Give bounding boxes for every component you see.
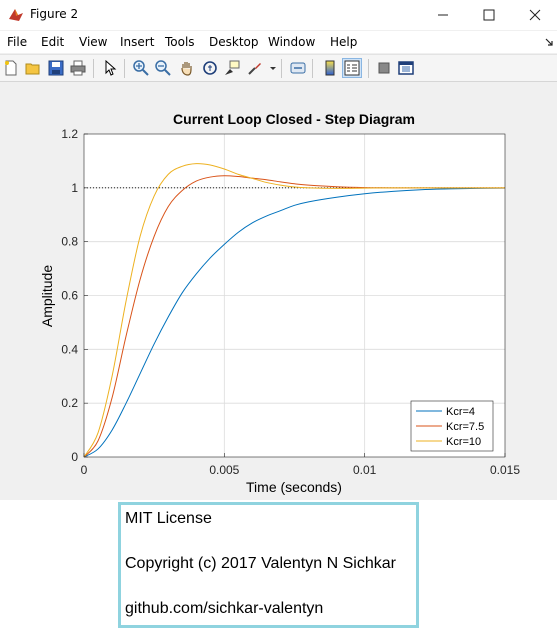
menu-view[interactable]: View — [79, 35, 108, 49]
minimize-icon — [438, 14, 448, 16]
y-axis-label: Amplitude — [39, 265, 55, 327]
show-plot-tools-icon — [398, 61, 414, 75]
chevron-down-icon — [270, 67, 276, 70]
ticks: 0 0.005 0.01 0.015 0 0.2 0.4 0.6 0.8 1 1.2 — [61, 127, 520, 477]
open-file-button[interactable] — [23, 58, 43, 78]
menu-window[interactable]: Window — [268, 35, 316, 49]
save-button[interactable] — [46, 58, 66, 78]
link-plot-button[interactable] — [288, 58, 308, 78]
menu-edit[interactable]: Edit — [41, 35, 65, 49]
show-plot-tools-button[interactable] — [396, 58, 416, 78]
series-line-2[interactable] — [83, 163, 505, 458]
license-title: MIT License — [125, 510, 212, 527]
toolbar-separator — [368, 59, 369, 78]
toolbar-separator — [124, 59, 125, 78]
legend-label: Kcr=4 — [446, 406, 475, 418]
brush-dropdown[interactable] — [263, 58, 283, 78]
zoom-in-button[interactable] — [131, 58, 151, 78]
figure-window: Figure 2 File Edit View Insert Tools Des… — [0, 0, 557, 500]
menu-tools[interactable]: Tools — [165, 35, 195, 49]
y-tick-label: 1 — [71, 181, 78, 195]
menu-help[interactable]: Help — [330, 35, 358, 49]
toolbar-separator — [281, 59, 282, 78]
open-file-icon — [25, 63, 40, 75]
pan-button[interactable] — [177, 58, 197, 78]
zoom-in-icon — [133, 60, 149, 76]
link-plot-icon — [290, 62, 306, 74]
toolbar-separator — [312, 59, 313, 78]
toolbar — [0, 54, 557, 82]
chart-title: Current Loop Closed - Step Diagram — [173, 111, 415, 127]
legend-label: Kcr=7.5 — [446, 421, 484, 433]
license-copyright: Copyright (c) 2017 Valentyn N Sichkar — [125, 555, 396, 572]
rotate-3d-icon — [203, 61, 217, 75]
data-cursor-button[interactable] — [222, 58, 242, 78]
menu-file[interactable]: File — [7, 35, 28, 49]
new-figure-icon — [5, 60, 17, 76]
brush-icon — [248, 63, 261, 75]
new-figure-button[interactable] — [1, 58, 21, 78]
insert-colorbar-button[interactable] — [320, 58, 340, 78]
print-button[interactable] — [68, 58, 88, 78]
y-tick-label: 0 — [71, 450, 78, 464]
hide-plot-tools-icon — [378, 62, 390, 74]
x-tick-label: 0.005 — [209, 463, 239, 477]
x-axis-label: Time (seconds) — [246, 479, 342, 495]
toolbar-separator — [93, 59, 94, 78]
edit-plot-arrow-icon — [105, 60, 117, 76]
title-bar: Figure 2 — [0, 0, 557, 30]
y-tick-label: 0.6 — [61, 289, 78, 303]
menu-desktop[interactable]: Desktop — [209, 35, 259, 49]
matlab-figure-icon — [9, 9, 23, 21]
menu-insert[interactable]: Insert — [120, 35, 155, 49]
series-line-0[interactable] — [83, 187, 506, 458]
license-url: github.com/sichkar-valentyn — [125, 600, 324, 617]
insert-legend-icon — [344, 60, 360, 76]
window-title: Figure 2 — [30, 7, 79, 21]
legend[interactable]: Kcr=4 Kcr=7.5 Kcr=10 — [410, 400, 494, 452]
dock-arrow-icon[interactable] — [545, 38, 554, 47]
zoom-out-button[interactable] — [153, 58, 173, 78]
legend-label: Kcr=10 — [446, 436, 481, 448]
y-tick-label: 0.8 — [61, 235, 78, 249]
pan-hand-icon — [181, 62, 192, 76]
edit-plot-button[interactable] — [100, 58, 120, 78]
insert-legend-button[interactable] — [342, 58, 362, 78]
license-box: MIT License Copyright (c) 2017 Valentyn … — [118, 502, 419, 628]
zoom-out-icon — [155, 60, 171, 76]
menu-bar: File Edit View Insert Tools Desktop Wind… — [0, 31, 557, 53]
brush-button[interactable] — [245, 58, 265, 78]
rotate-3d-button[interactable] — [200, 58, 220, 78]
hide-plot-tools-button[interactable] — [374, 58, 394, 78]
figure-canvas: 0 0.005 0.01 0.015 0 0.2 0.4 0.6 0.8 1 1.2 Current… — [0, 83, 557, 500]
save-icon — [48, 60, 64, 76]
close-icon — [529, 9, 541, 21]
x-tick-label: 0 — [81, 463, 88, 477]
print-icon — [70, 60, 86, 76]
y-tick-label: 1.2 — [61, 127, 78, 141]
series-group — [83, 163, 506, 458]
y-tick-label: 0.2 — [61, 396, 78, 410]
y-tick-label: 0.4 — [61, 342, 78, 356]
maximize-icon — [483, 9, 495, 21]
x-tick-label: 0.01 — [353, 463, 377, 477]
close-button[interactable] — [512, 0, 557, 30]
x-tick-label: 0.015 — [490, 463, 520, 477]
data-cursor-icon — [225, 60, 240, 75]
minimize-button[interactable] — [420, 0, 466, 30]
insert-colorbar-icon — [325, 60, 335, 76]
maximize-button[interactable] — [466, 0, 512, 30]
step-response-plot[interactable]: 0 0.005 0.01 0.015 0 0.2 0.4 0.6 0.8 1 1.2 Current… — [0, 83, 557, 500]
